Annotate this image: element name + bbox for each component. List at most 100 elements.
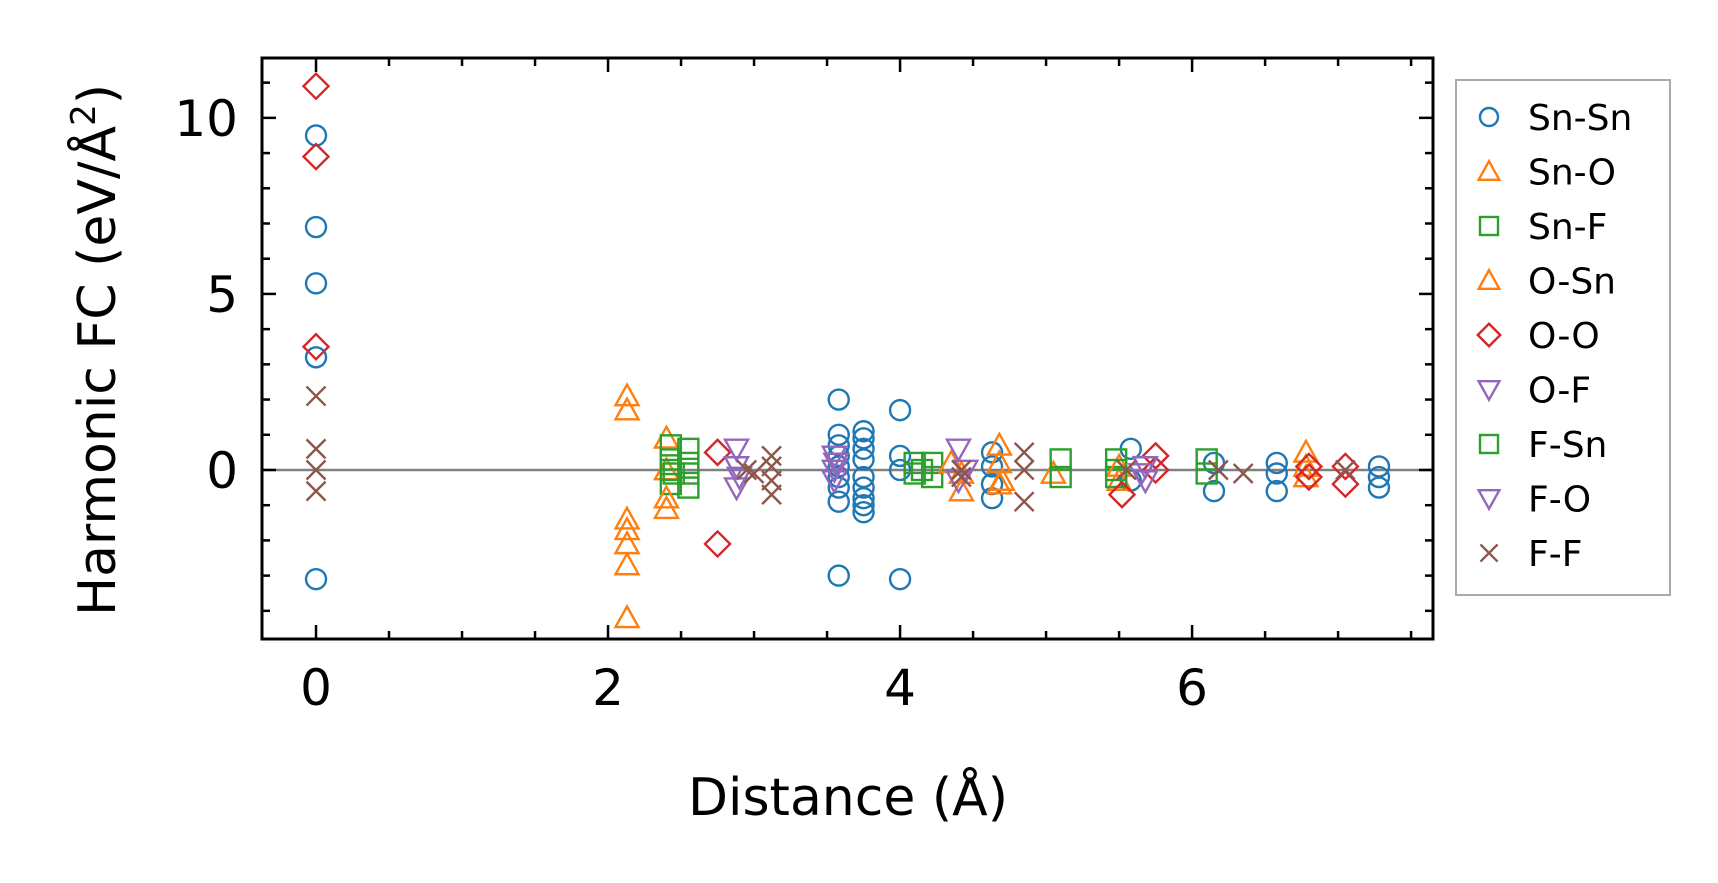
- point-f-sn: [662, 462, 685, 485]
- point-f-f: [761, 445, 782, 467]
- point-f-f: [761, 484, 782, 505]
- point-sn-sn: [1367, 465, 1391, 489]
- legend-marker-sn-f: [1478, 215, 1500, 237]
- legend-item-sn-f: Sn-F: [1478, 207, 1607, 248]
- point-f-f: [305, 438, 327, 460]
- point-sn-sn: [980, 455, 1004, 478]
- point-sn-sn: [852, 486, 875, 510]
- point-f-o: [725, 466, 753, 491]
- point-f-f: [305, 480, 327, 502]
- legend-label-o-sn: O-Sn: [1528, 262, 1616, 303]
- point-f-f: [1335, 459, 1356, 481]
- point-o-o: [703, 438, 732, 467]
- legend-marker-sn-o: [1476, 158, 1502, 181]
- point-sn-f: [1195, 462, 1218, 485]
- plot-frame: [260, 56, 1435, 641]
- point-o-sn: [988, 466, 1016, 491]
- point-sn-o: [613, 603, 641, 629]
- point-f-f: [305, 459, 327, 481]
- point-sn-sn: [852, 501, 875, 524]
- point-f-f: [1013, 442, 1035, 463]
- legend-marker-sn-sn: [1478, 106, 1500, 128]
- y-axis-label-superscript: 2: [64, 104, 104, 126]
- axis-ticks: [262, 58, 1433, 639]
- legend-label-o-o: O-O: [1528, 316, 1600, 357]
- point-sn-sn: [1265, 462, 1288, 485]
- point-sn-sn: [852, 448, 875, 471]
- point-sn-sn: [304, 346, 328, 369]
- point-o-f: [944, 438, 973, 463]
- point-sn-sn: [827, 476, 850, 499]
- legend-label-sn-o: Sn-O: [1528, 153, 1616, 194]
- point-o-o: [301, 332, 331, 361]
- point-f-sn: [910, 458, 934, 482]
- legend-label-sn-f: Sn-F: [1528, 207, 1607, 248]
- point-sn-o: [1292, 438, 1320, 463]
- point-f-o: [822, 452, 850, 477]
- point-o-o: [1294, 452, 1324, 481]
- legend-label-o-f: O-F: [1528, 371, 1591, 412]
- point-o-sn: [652, 484, 680, 509]
- point-sn-sn: [888, 458, 912, 482]
- point-sn-sn: [1202, 479, 1226, 503]
- legend-label-f-f: F-F: [1528, 534, 1582, 575]
- legend-item-sn-sn: Sn-Sn: [1478, 98, 1632, 139]
- x-axis-label: Distance (Å): [688, 766, 1008, 828]
- legend-items: Sn-Sn Sn-O Sn-F O-Sn O-O O-F F-Sn F-O F-F: [1476, 98, 1632, 575]
- point-sn-o: [613, 396, 641, 421]
- point-o-f: [722, 438, 751, 463]
- tick-labels: 0 2 4 6 0 5 10: [174, 90, 1208, 717]
- point-sn-o: [985, 431, 1013, 456]
- legend-marker-f-f: [1479, 543, 1499, 563]
- point-f-o: [1127, 463, 1155, 488]
- legend-marker-f-o: [1476, 489, 1502, 512]
- point-sn-f: [677, 462, 700, 485]
- legend-marker-o-f: [1476, 380, 1502, 403]
- point-sn-sn: [827, 388, 850, 411]
- point-o-f: [722, 477, 751, 502]
- y-tick-label: 0: [206, 442, 238, 500]
- point-f-f: [1013, 491, 1035, 513]
- legend-marker-o-o: [1476, 322, 1502, 348]
- point-f-f: [1208, 459, 1229, 481]
- series-o-o: [301, 71, 1360, 559]
- point-f-f: [951, 459, 972, 481]
- point-sn-sn: [304, 272, 328, 295]
- x-tick-label: 0: [300, 659, 332, 717]
- point-o-o: [301, 142, 331, 171]
- point-sn-o: [947, 477, 975, 502]
- legend-item-f-o: F-O: [1476, 480, 1591, 521]
- x-tick-label: 2: [592, 659, 624, 717]
- point-f-f: [736, 459, 758, 481]
- point-sn-o: [613, 551, 641, 576]
- point-o-o: [1294, 462, 1324, 492]
- point-f-f: [1116, 459, 1137, 481]
- point-o-o: [703, 529, 732, 559]
- point-sn-sn: [1265, 451, 1288, 475]
- legend-label-f-sn: F-Sn: [1528, 425, 1607, 466]
- point-o-o: [1141, 455, 1170, 485]
- point-sn-o: [613, 515, 641, 541]
- point-o-o: [301, 71, 331, 101]
- legend-label-sn-sn: Sn-Sn: [1528, 98, 1632, 139]
- legend-item-sn-o: Sn-O: [1476, 153, 1616, 194]
- legend-label-f-o: F-O: [1528, 480, 1591, 521]
- y-tick-label: 10: [174, 90, 238, 148]
- point-sn-sn: [1265, 479, 1288, 503]
- point-sn-f: [1049, 448, 1072, 471]
- point-sn-o: [613, 382, 641, 407]
- legend-item-f-f: F-F: [1479, 534, 1582, 575]
- point-f-f: [951, 466, 972, 488]
- point-sn-f: [1049, 465, 1072, 489]
- legend-item-o-f: O-F: [1476, 371, 1591, 412]
- data-points: [301, 71, 1391, 629]
- point-f-f: [1013, 459, 1035, 481]
- point-sn-sn: [304, 215, 328, 239]
- point-o-o: [1141, 441, 1170, 471]
- point-sn-f: [659, 458, 683, 482]
- point-sn-f: [677, 437, 700, 461]
- point-o-f: [820, 445, 848, 470]
- point-o-o: [1107, 480, 1137, 509]
- point-sn-o: [1039, 459, 1067, 484]
